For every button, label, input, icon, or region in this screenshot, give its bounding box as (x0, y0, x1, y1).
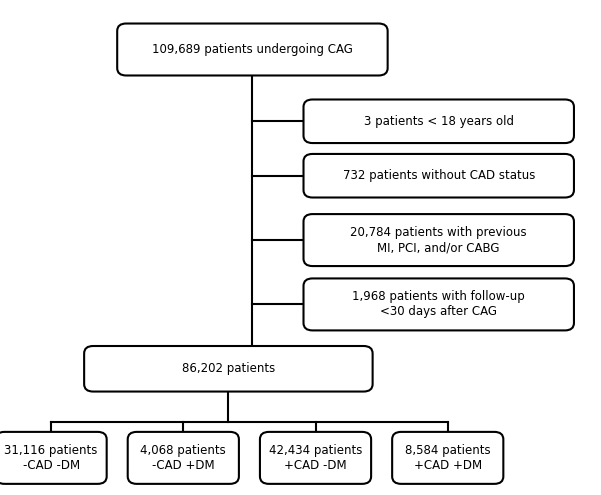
FancyBboxPatch shape (304, 154, 574, 198)
Text: 3 patients < 18 years old: 3 patients < 18 years old (364, 115, 514, 128)
Text: 31,116 patients
-CAD -DM: 31,116 patients -CAD -DM (4, 444, 98, 472)
FancyBboxPatch shape (127, 432, 239, 484)
Text: 42,434 patients
+CAD -DM: 42,434 patients +CAD -DM (269, 444, 362, 472)
Text: 4,068 patients
-CAD +DM: 4,068 patients -CAD +DM (141, 444, 226, 472)
Text: 1,968 patients with follow-up
<30 days after CAG: 1,968 patients with follow-up <30 days a… (352, 291, 525, 318)
FancyBboxPatch shape (304, 99, 574, 143)
FancyBboxPatch shape (304, 214, 574, 266)
Text: 86,202 patients: 86,202 patients (182, 362, 275, 375)
FancyBboxPatch shape (84, 346, 373, 392)
Text: 732 patients without CAD status: 732 patients without CAD status (343, 169, 535, 182)
FancyBboxPatch shape (117, 23, 388, 75)
Text: 20,784 patients with previous
MI, PCI, and/or CABG: 20,784 patients with previous MI, PCI, a… (350, 226, 527, 254)
FancyBboxPatch shape (392, 432, 503, 484)
Text: 8,584 patients
+CAD +DM: 8,584 patients +CAD +DM (405, 444, 490, 472)
FancyBboxPatch shape (0, 432, 107, 484)
Text: 109,689 patients undergoing CAG: 109,689 patients undergoing CAG (152, 43, 353, 56)
FancyBboxPatch shape (260, 432, 371, 484)
FancyBboxPatch shape (304, 278, 574, 331)
